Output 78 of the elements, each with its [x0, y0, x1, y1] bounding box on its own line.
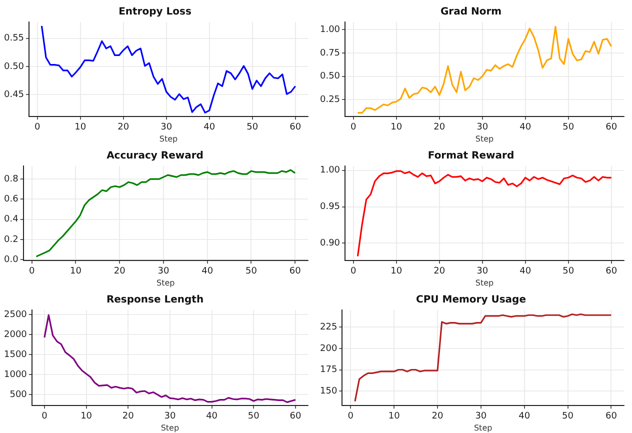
y-tick-label: 1.00 [320, 166, 340, 176]
y-tick-label: 0.55 [4, 34, 24, 44]
x-tick-label: 0 [34, 122, 41, 132]
y-tick-label: 1500 [4, 350, 28, 360]
x-tick-label: 30 [160, 122, 172, 132]
x-tick-label: 30 [476, 266, 488, 276]
x-tick-label: 0 [348, 411, 354, 422]
x-tick-label: 20 [432, 411, 444, 422]
x-axis-title: Step [160, 423, 180, 432]
chart-title: Grad Norm [440, 6, 502, 18]
y-tick-label: 0.6 [4, 194, 19, 205]
x-tick-label: 0 [42, 411, 48, 422]
x-tick-label: 10 [390, 122, 402, 132]
y-tick-label: 0.4 [4, 214, 19, 225]
x-tick-label: 50 [245, 266, 258, 276]
y-tick-label: 0.8 [4, 174, 19, 184]
x-tick-label: 60 [290, 122, 302, 132]
chart-title: Format Reward [428, 150, 514, 162]
x-tick-label: 0 [350, 122, 357, 132]
x-tick-label: 30 [158, 266, 170, 276]
x-tick-label: 10 [388, 411, 400, 422]
chart-title: CPU Memory Usage [416, 294, 526, 306]
x-tick-label: 20 [114, 266, 126, 276]
y-tick-label: 1.00 [320, 24, 340, 35]
x-tick-label: 40 [206, 411, 218, 422]
y-tick-label: 0.90 [320, 238, 340, 248]
chart-title: Response Length [106, 294, 204, 306]
y-tick-label: 500 [10, 390, 28, 400]
x-axis-title: Step [475, 134, 494, 144]
y-tick-label: 0.50 [4, 62, 24, 72]
x-tick-label: 50 [246, 122, 258, 132]
x-tick-label: 60 [606, 122, 618, 132]
x-tick-label: 60 [605, 411, 618, 422]
y-tick-label: 225 [320, 322, 338, 332]
x-tick-label: 60 [606, 266, 618, 276]
x-tick-label: 50 [562, 266, 574, 276]
x-tick-label: 30 [476, 122, 488, 132]
y-tick-label: 1000 [4, 370, 28, 380]
x-tick-label: 10 [74, 122, 86, 132]
x-tick-label: 50 [562, 122, 574, 132]
x-tick-label: 30 [164, 411, 176, 422]
x-tick-label: 40 [202, 266, 214, 276]
x-axis-title: Step [474, 423, 492, 432]
x-tick-label: 0 [350, 266, 357, 276]
y-tick-label: 0.50 [320, 72, 340, 82]
y-tick-label: 2000 [4, 330, 28, 340]
y-tick-label: 175 [320, 365, 338, 376]
y-tick-label: 0.45 [4, 90, 24, 100]
y-tick-label: 2500 [4, 310, 28, 320]
x-axis-title: Step [159, 134, 178, 144]
x-tick-label: 0 [29, 266, 35, 276]
x-tick-label: 10 [70, 266, 82, 276]
x-tick-label: 20 [122, 411, 134, 422]
x-tick-label: 10 [80, 411, 92, 422]
x-tick-label: 20 [118, 122, 130, 132]
y-tick-label: 0.2 [4, 234, 18, 245]
y-tick-label: 200 [320, 344, 338, 354]
chart-title: Accuracy Reward [106, 150, 204, 162]
x-tick-label: 50 [562, 411, 574, 422]
y-tick-label: 0.95 [320, 202, 340, 212]
x-tick-label: 60 [289, 266, 302, 276]
x-tick-label: 40 [518, 411, 530, 422]
x-tick-label: 40 [204, 122, 216, 132]
chart-title: Entropy Loss [118, 6, 192, 18]
x-axis-title: Step [156, 278, 175, 288]
x-tick-label: 40 [520, 122, 532, 132]
x-tick-label: 60 [290, 411, 302, 422]
x-tick-label: 20 [434, 266, 446, 276]
y-tick-label: 0.0 [4, 254, 19, 265]
y-tick-label: 0.25 [320, 95, 340, 106]
x-tick-label: 40 [520, 266, 532, 276]
x-axis-title: Step [475, 278, 494, 288]
x-tick-label: 10 [390, 266, 402, 276]
y-tick-label: 0.75 [320, 48, 340, 58]
y-tick-label: 150 [320, 386, 338, 396]
x-tick-label: 50 [248, 411, 260, 422]
x-tick-label: 20 [434, 122, 446, 132]
x-tick-label: 30 [475, 411, 487, 422]
